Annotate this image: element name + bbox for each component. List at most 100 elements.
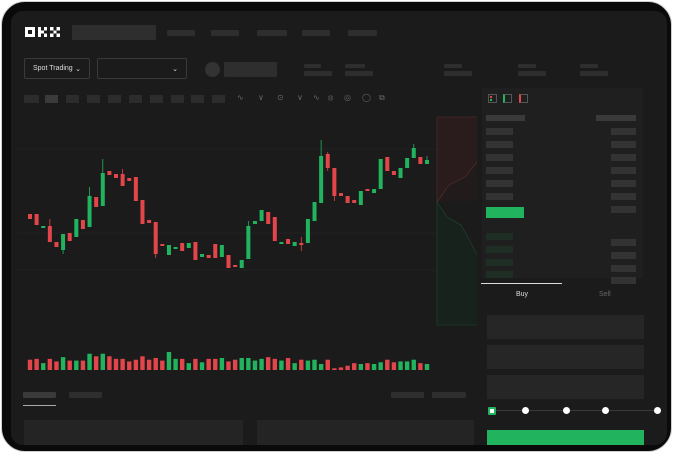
timeframe-button[interactable]	[129, 95, 142, 103]
volume-bar	[266, 357, 271, 370]
nav-item-5[interactable]	[348, 30, 377, 36]
pen-tool-icon[interactable]: ⦻	[328, 93, 334, 102]
volume-bar	[219, 358, 225, 370]
bid-price	[486, 233, 513, 240]
chart-type-icon[interactable]: ∨	[258, 93, 264, 102]
volume-bar	[312, 359, 317, 370]
volume-bar	[332, 368, 337, 370]
book-asks-icon[interactable]	[519, 94, 528, 103]
book-both-icon[interactable]	[488, 94, 497, 103]
timeframe-button[interactable]	[108, 95, 121, 103]
timeframe-button[interactable]	[66, 95, 79, 103]
stat-value	[580, 71, 608, 76]
volume-bar	[365, 363, 370, 370]
candlestick-chart[interactable]	[17, 107, 477, 377]
filter-button[interactable]	[391, 392, 424, 398]
ask-price	[486, 180, 513, 187]
timeframe-button[interactable]	[171, 95, 184, 103]
candle-body	[186, 243, 191, 248]
bid-price	[486, 246, 513, 253]
nav-item-3[interactable]	[257, 30, 287, 36]
candle-body	[219, 245, 224, 257]
slider-step-75[interactable]	[602, 407, 609, 414]
trading-screen: Spot Trading ⌄ ⌄ ∿ ∨ ⊙ ∨ ∿ ⦻ ◎ ◯ ⧉ Buy S…	[11, 11, 667, 445]
volume-bar	[338, 367, 344, 370]
volume-bar	[87, 353, 92, 370]
volume-bar	[93, 356, 99, 370]
amount-input[interactable]	[487, 345, 644, 369]
volume-bar	[318, 364, 324, 370]
candle-body	[213, 244, 218, 258]
timeframe-button[interactable]	[150, 95, 163, 103]
total-input[interactable]	[487, 375, 644, 399]
bid-amount	[611, 239, 636, 246]
volume-bar	[193, 358, 198, 370]
ask-amount	[611, 193, 636, 200]
okx-logo[interactable]	[25, 27, 63, 37]
candle-body	[352, 200, 357, 203]
volume-bar	[127, 361, 132, 370]
settings-icon[interactable]: ⊙	[277, 93, 284, 102]
tab-sell[interactable]: Sell	[599, 291, 611, 298]
tab-open-orders[interactable]	[23, 392, 56, 398]
candle-body	[127, 178, 132, 181]
volume-bar	[385, 359, 390, 370]
volume-bar	[74, 360, 79, 370]
candle-body	[312, 202, 317, 221]
slider-handle[interactable]	[488, 407, 496, 415]
market-select[interactable]: Spot Trading ⌄	[24, 58, 90, 79]
tab-buy[interactable]: Buy	[516, 291, 529, 298]
nav-item-2[interactable]	[211, 30, 239, 36]
timeframe-button[interactable]	[212, 95, 225, 103]
pair-select[interactable]: ⌄	[97, 58, 187, 79]
timeframe-button[interactable]	[24, 95, 39, 103]
buy-button[interactable]	[487, 430, 644, 445]
ask-amount	[611, 206, 636, 213]
volume-bar	[279, 360, 284, 370]
stat-label	[518, 64, 536, 68]
volume-bar	[358, 364, 364, 370]
tab-order-history[interactable]	[69, 392, 102, 398]
candle-body	[358, 191, 363, 205]
slider-step-25[interactable]	[522, 407, 529, 414]
volume-bar	[213, 358, 218, 370]
active-tab-underline	[481, 283, 562, 284]
volume-bar	[206, 358, 211, 370]
candle-body	[147, 220, 152, 223]
search-bar[interactable]	[72, 25, 156, 40]
candle-body	[173, 247, 178, 249]
slider-track[interactable]	[491, 410, 659, 411]
chevron-icon[interactable]: ∨	[297, 93, 303, 102]
nav-item-1[interactable]	[167, 30, 195, 36]
line-tool-icon[interactable]: ∿	[313, 93, 320, 102]
candle-body	[34, 214, 39, 225]
bid-price	[486, 259, 513, 266]
filter-button[interactable]	[432, 392, 466, 398]
candle-body	[418, 157, 423, 164]
circle-icon[interactable]: ◯	[362, 93, 371, 102]
timeframe-button[interactable]	[191, 95, 204, 103]
book-bids-icon[interactable]	[503, 94, 512, 103]
slider-step-50[interactable]	[563, 407, 570, 414]
slider-step-100[interactable]	[654, 407, 661, 414]
indicator-icon[interactable]: ∿	[237, 93, 244, 102]
candle-body	[133, 177, 138, 201]
price-input[interactable]	[487, 315, 644, 339]
candle-body	[160, 244, 165, 246]
candle-body	[120, 174, 125, 186]
timeframe-button-active[interactable]	[45, 95, 58, 103]
volume-bar	[232, 359, 238, 370]
timeframe-button[interactable]	[87, 95, 100, 103]
coin-icon	[205, 62, 220, 77]
candle-body	[259, 210, 264, 221]
nav-item-4[interactable]	[302, 30, 330, 36]
ask-amount	[611, 167, 636, 174]
candle-body	[180, 243, 185, 251]
expand-icon[interactable]: ⧉	[379, 93, 385, 102]
target-icon[interactable]: ◎	[344, 93, 351, 102]
ask-price	[486, 128, 513, 135]
candle-body	[100, 173, 105, 206]
bid-price	[486, 271, 513, 278]
market-select-label: Spot Trading	[33, 65, 73, 72]
volume-bar	[378, 362, 383, 370]
